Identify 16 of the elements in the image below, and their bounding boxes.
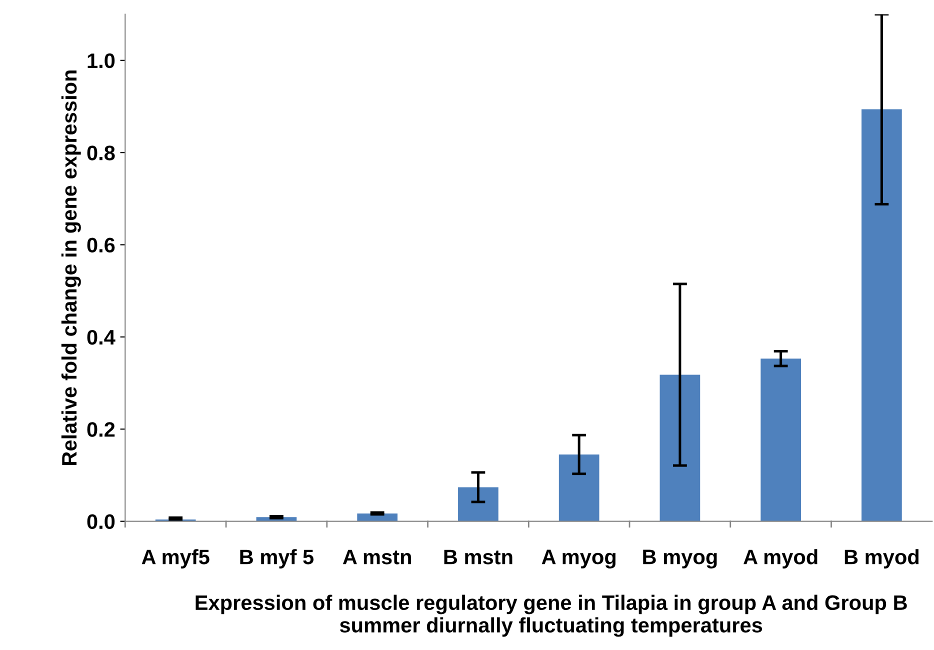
x-tick-label: A myf5 bbox=[142, 549, 210, 568]
x-tick-label: A myog bbox=[542, 550, 616, 568]
x-tick-label: B mstn bbox=[444, 550, 512, 564]
x-tick-label: A myod bbox=[744, 549, 818, 568]
x-axis-title: Expression of muscle regulatory gene in Tilapia in group A and Group B summer diurnally fluctuating temperatures bbox=[196, 594, 907, 637]
y-tick-label: 1.0 bbox=[88, 53, 115, 68]
y-axis-title: Relative fold change in gene expression bbox=[61, 70, 81, 465]
y-tick-label: 0.0 bbox=[87, 514, 115, 530]
x-tick-label: A mstn bbox=[342, 550, 411, 564]
x-tick-label: B myod bbox=[844, 549, 919, 568]
y-tick-label: 0.6 bbox=[87, 238, 115, 253]
x-tick-label: B myf 5 bbox=[240, 549, 314, 568]
y-tick-label: 0.2 bbox=[87, 422, 115, 437]
y-tick-label: 0.4 bbox=[87, 330, 116, 345]
y-tick-label: 0.8 bbox=[87, 146, 115, 160]
x-tick-label: B myog bbox=[643, 550, 717, 568]
